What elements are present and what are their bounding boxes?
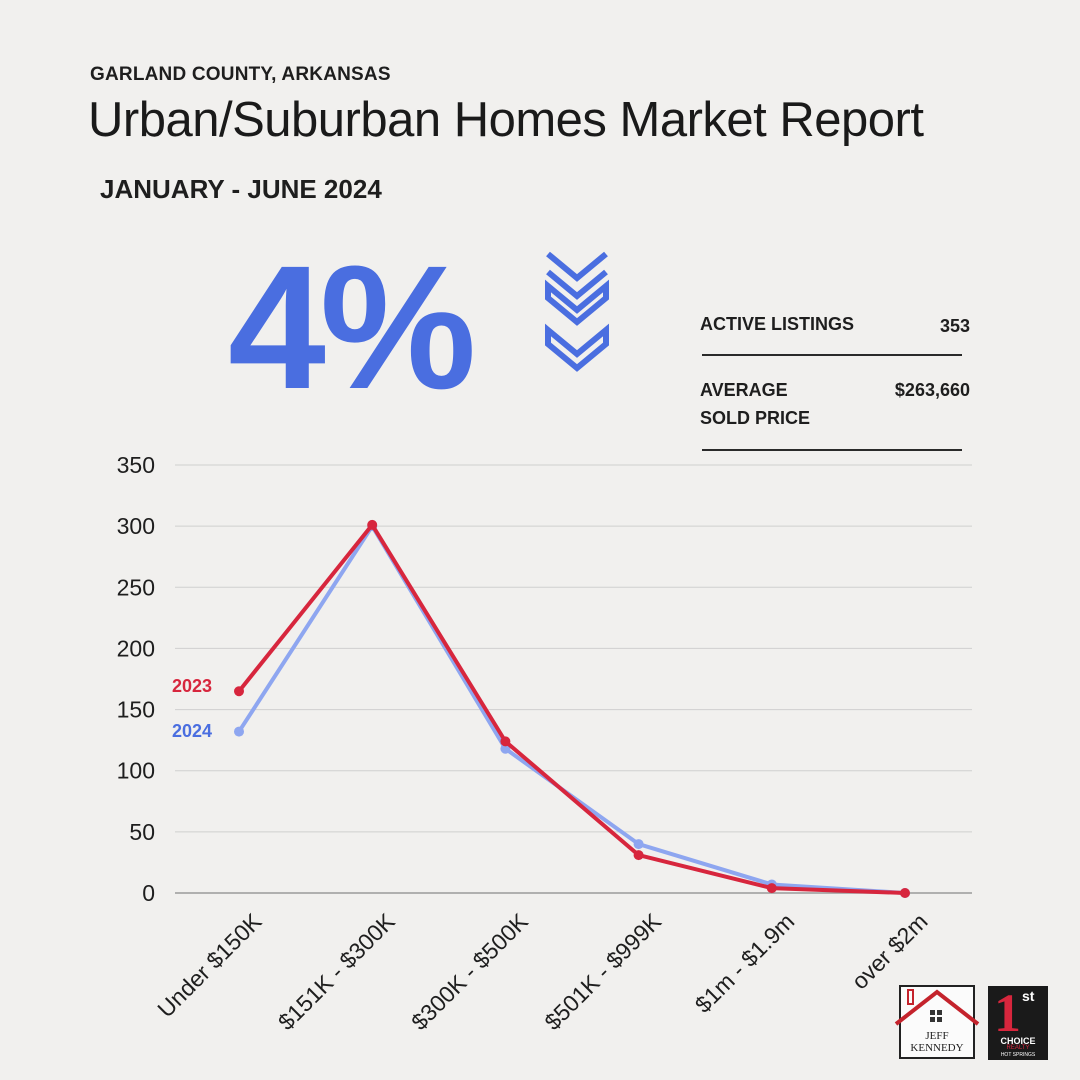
data-point-2024 xyxy=(234,726,244,737)
avg-price-label-line1: AVERAGE xyxy=(700,380,788,400)
data-point-2024 xyxy=(633,839,644,850)
data-point-2023 xyxy=(633,850,644,861)
data-point-2023 xyxy=(766,883,777,894)
y-tick-label: 100 xyxy=(117,758,155,784)
region-label: GARLAND COUNTY, ARKANSAS xyxy=(90,64,391,85)
logo-choice: CHOICE xyxy=(1000,1036,1036,1046)
page-title: Urban/Suburban Homes Market Report xyxy=(88,93,924,147)
percent-change: 4% xyxy=(228,230,476,426)
stats-divider xyxy=(702,449,962,451)
series-label-2024: 2024 xyxy=(172,721,212,741)
series-line-2023 xyxy=(237,522,906,895)
logo-realty: REALTY xyxy=(1006,1045,1030,1051)
y-tick-label: 50 xyxy=(129,819,155,845)
data-point-2023 xyxy=(900,888,910,898)
x-tick-label: $501K - $999K xyxy=(539,908,666,1035)
house-icon xyxy=(894,985,980,1059)
avg-price-value: $263,660 xyxy=(894,380,970,400)
logo-city: HOT SPRINGS xyxy=(1000,1052,1036,1058)
data-point-2023 xyxy=(500,736,511,747)
x-tick-label: $1m - $1.9m xyxy=(690,908,800,1018)
y-tick-label: 250 xyxy=(117,574,155,600)
avg-price-label-line2: SOLD PRICE xyxy=(700,408,811,428)
active-listings-value: 353 xyxy=(939,316,970,336)
stats-divider xyxy=(702,354,962,356)
logo-numeral: 1 xyxy=(994,983,1021,1043)
y-tick-label: 150 xyxy=(117,697,155,723)
data-point-2023 xyxy=(234,686,244,697)
triple-chevron-down-icon xyxy=(545,251,609,372)
logo-superscript: st xyxy=(1022,988,1035,1004)
x-tick-label: over $2m xyxy=(846,908,932,994)
first-choice-realty-logo: 1 st CHOICE REALTY HOT SPRINGS xyxy=(988,983,1048,1060)
y-tick-label: 200 xyxy=(117,635,155,661)
y-tick-label: 350 xyxy=(117,452,155,478)
x-tick-label: Under $150K xyxy=(152,908,267,1023)
y-tick-label: 0 xyxy=(142,880,155,906)
series-label-2023: 2023 xyxy=(172,676,212,696)
data-point-2024 xyxy=(500,743,511,754)
x-tick-label: $151K - $300K xyxy=(273,908,400,1035)
logo-text-line2: KENNEDY xyxy=(910,1042,964,1054)
data-point-2023 xyxy=(367,519,378,530)
logo-text-line1: JEFF xyxy=(925,1030,949,1042)
x-tick-label: $300K - $500K xyxy=(406,908,533,1035)
jeff-kennedy-logo: JEFF KENNEDY xyxy=(894,984,980,1060)
active-listings-label: ACTIVE LISTINGS xyxy=(700,314,855,334)
report-period: JANUARY - JUNE 2024 xyxy=(100,174,382,204)
y-tick-label: 300 xyxy=(117,513,155,539)
